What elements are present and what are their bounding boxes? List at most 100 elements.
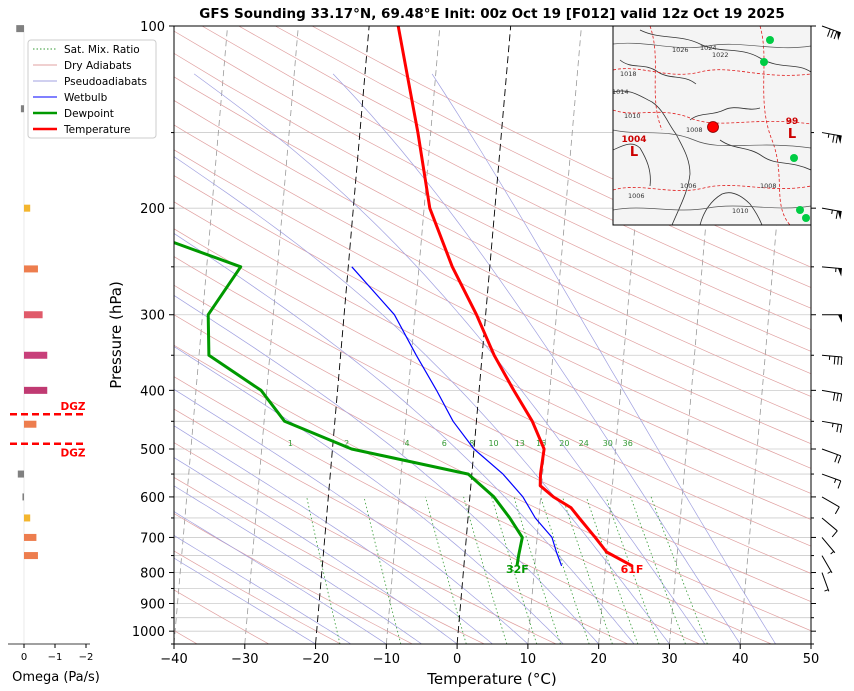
isotherm-line (739, 26, 795, 644)
y-tick-label: 800 (140, 567, 165, 582)
x-tick-label: −40 (160, 652, 187, 667)
plot-frame (173, 25, 812, 645)
map-isobar (613, 129, 811, 149)
legend-entry-label: Temperature (63, 124, 131, 136)
omega-bar (20, 105, 24, 113)
x-tick-label: 20 (590, 652, 607, 667)
wind-barb-flag (837, 455, 842, 464)
wind-barb-flag (837, 480, 842, 489)
map-isobar-label: 1022 (712, 51, 729, 59)
wetbulb-profile-line (351, 266, 563, 567)
map-location-marker (707, 121, 719, 133)
pseudoadiabat-line (174, 156, 670, 644)
omega-tick-label: 0 (21, 652, 27, 663)
wind-barb-half-flag (824, 589, 829, 592)
wind-barb-half-flag (834, 478, 837, 484)
map-precip-area (796, 206, 804, 214)
map-isobar-label: 1026 (672, 46, 689, 54)
omega-bar (24, 265, 38, 273)
map-precip-area (766, 36, 774, 44)
wind-barb (821, 132, 842, 144)
wind-barb (821, 420, 843, 433)
pseudoadiabat-line (174, 295, 599, 644)
map-low-pressure-value: 99 (786, 117, 799, 127)
wind-barb-flag (836, 424, 839, 433)
dewpoint-profile-line (174, 240, 524, 567)
legend: Sat. Mix. Ratio Dry Adiabats Pseudoadiabat… (27, 39, 157, 139)
omega-panel: DGZ DGZ 0 −1 −2 Omega (Pa/s) (8, 25, 100, 685)
wind-barb-staff (821, 420, 842, 426)
mixing-ratio-line (306, 496, 341, 644)
pseudoadiabat-line (174, 425, 493, 644)
omega-bar (24, 533, 37, 541)
wind-barb-flag (835, 210, 839, 219)
dry-adiabat-line (174, 201, 811, 520)
map-coastline (639, 29, 811, 73)
isotherm-line (669, 26, 724, 644)
pseudoadiabat-line (193, 73, 706, 644)
wind-barb-half-flag (831, 209, 833, 215)
x-tick-label: −10 (373, 652, 400, 667)
mixing-ratio-line (630, 496, 686, 644)
wind-barb-half-flag (827, 570, 832, 574)
dry-adiabat-line (174, 284, 811, 603)
map-low-pressure-symbol: L (630, 145, 638, 160)
map-precip-area (802, 214, 810, 222)
map-coastline (689, 107, 761, 121)
map-coastline (613, 90, 691, 225)
legend-entry-label: Dewpoint (64, 108, 114, 120)
omega-bar (17, 470, 24, 478)
y-tick-label: 600 (140, 491, 165, 506)
omega-bar (16, 25, 24, 33)
wind-barb-pennant (837, 268, 842, 277)
pseudoadiabat-line (174, 457, 458, 644)
wind-barb-flag (832, 134, 835, 143)
y-tick-label: 200 (140, 202, 165, 217)
pseudoadiabat-line (174, 232, 635, 644)
wind-barb-half-flag (830, 551, 835, 555)
wind-barb-half-flag (831, 423, 834, 428)
wind-barb-pennant (837, 135, 842, 144)
y-tick-label: 100 (140, 20, 165, 35)
wind-barb-staff (821, 517, 838, 532)
x-tick-label: 40 (732, 652, 749, 667)
x-tick-label: 50 (803, 652, 820, 667)
wind-barb-flag (836, 393, 839, 402)
omega-tick-label: −2 (79, 652, 94, 663)
wind-barb-staff (821, 572, 830, 592)
wind-barb-staff (821, 555, 833, 574)
mixing-ratio-line (585, 496, 639, 644)
mixing-ratio-label: 6 (442, 439, 447, 448)
isotherm-line (244, 26, 299, 644)
wind-barb-staff (821, 354, 842, 358)
wind-barb-pennant (838, 314, 842, 323)
map-isobar (613, 205, 811, 211)
dry-adiabat-line (174, 149, 811, 469)
wind-barb-flag (840, 356, 843, 366)
dry-adiabat-line (174, 589, 270, 644)
wind-barb-flag (827, 28, 831, 37)
mixing-ratio-label: 1 (288, 439, 293, 448)
legend-entry-label: Sat. Mix. Ratio (64, 44, 140, 56)
x-axis-ticks: −40 −30 −20 −10 0 10 20 30 40 50 (160, 644, 819, 667)
map-low-pressure-symbol: L (788, 127, 796, 142)
y-tick-label: 300 (140, 309, 165, 324)
map-isobar-label: 1008 (686, 126, 703, 134)
wind-barb-flag (834, 506, 840, 515)
wind-barb-flag (837, 356, 839, 365)
mixing-ratio-label: 24 (579, 439, 589, 448)
wind-barb-half-flag (827, 133, 830, 138)
mixing-ratio-line (363, 496, 402, 644)
dry-adiabat-line (174, 228, 811, 547)
map-isobar-label: 1014 (612, 88, 629, 96)
wind-barb (821, 473, 842, 489)
surface-value-label: 32F (506, 563, 529, 576)
map-precip-area (790, 154, 798, 162)
wind-barb-flag (830, 30, 835, 38)
isotherm-line (0, 26, 15, 644)
legend-entry-label: Pseudoadiabats (64, 76, 147, 88)
dry-adiabat-lines (174, 26, 811, 644)
dry-adiabat-line (174, 76, 811, 397)
y-tick-label: 900 (140, 597, 165, 612)
map-thickness-contour (613, 109, 811, 125)
